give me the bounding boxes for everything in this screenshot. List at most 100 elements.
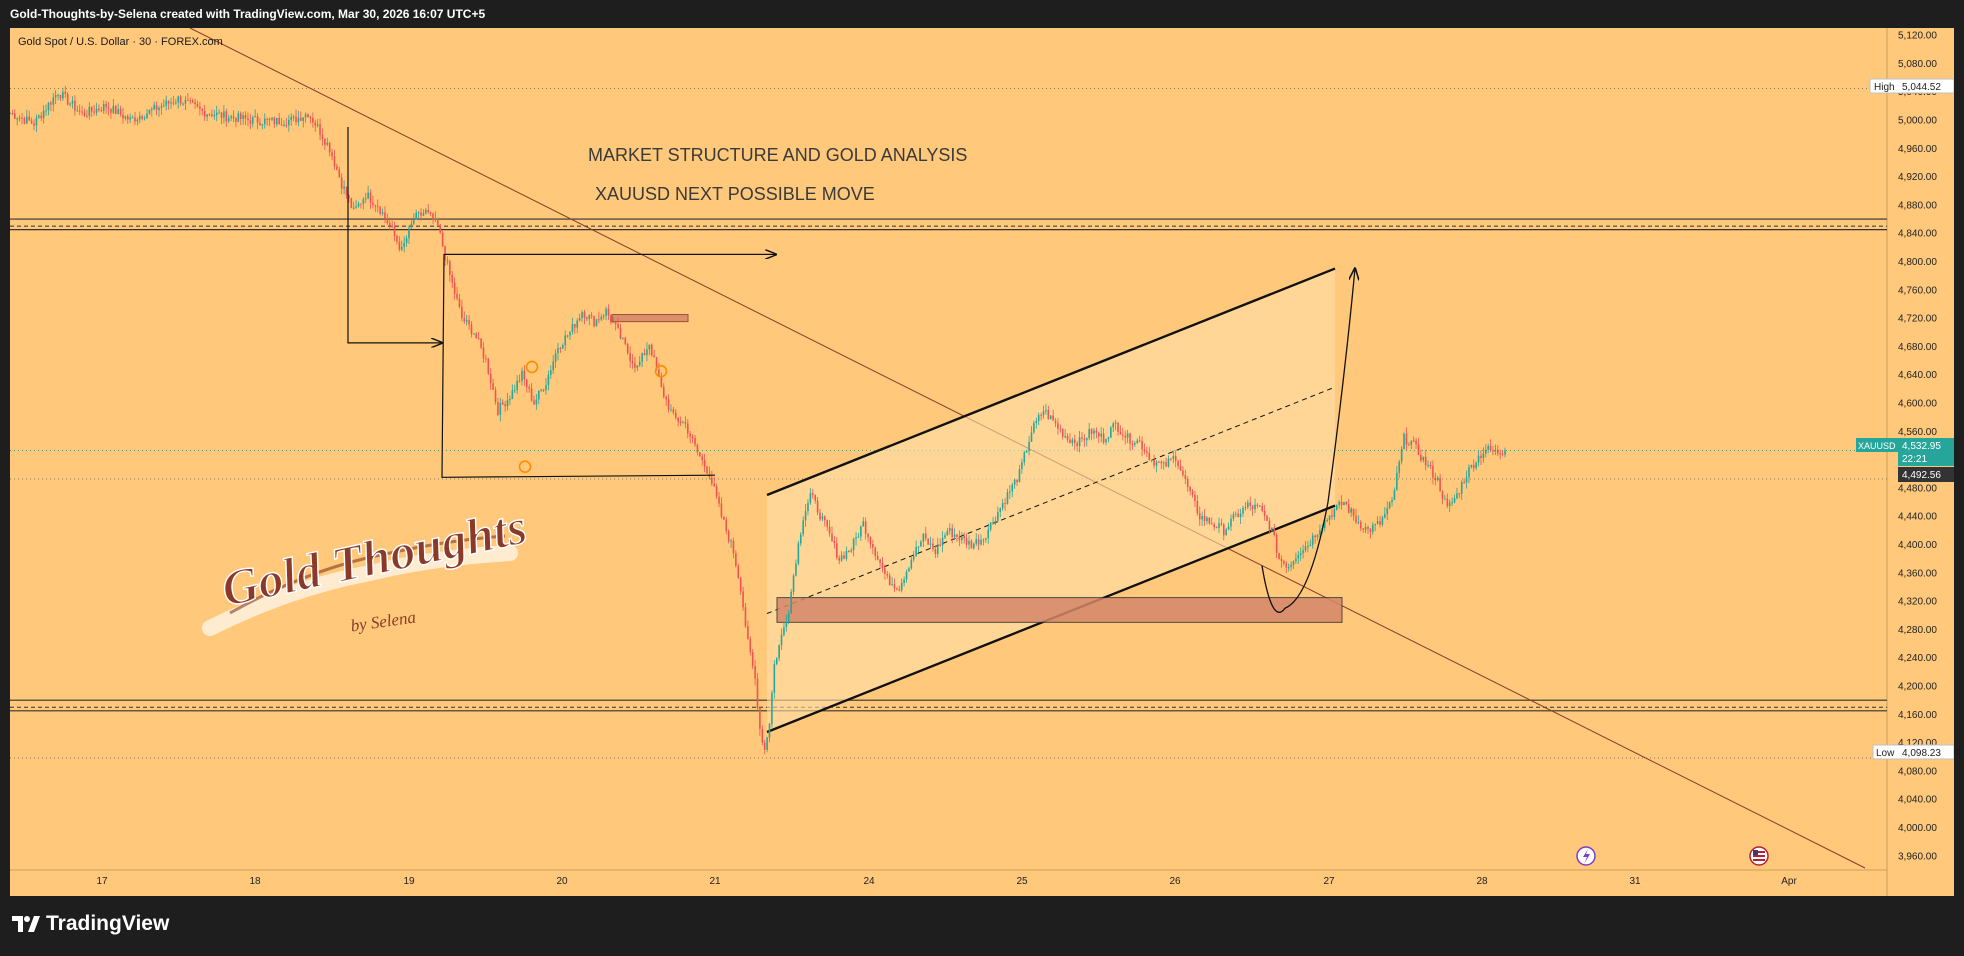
price-chart[interactable]: Gold Spot / U.S. Dollar · 30 · FOREX.com… <box>10 28 1954 896</box>
candle-body <box>634 363 636 368</box>
candle-body <box>1018 469 1021 483</box>
tradingview-logo-icon <box>12 916 40 932</box>
time-tick-label: 25 <box>1016 876 1028 887</box>
candle-body <box>1451 502 1453 504</box>
candle-body <box>1359 522 1362 529</box>
candle-body <box>874 547 877 556</box>
candle-body <box>1009 491 1011 493</box>
candle-body <box>804 511 807 521</box>
candle-body <box>482 347 485 359</box>
candle-body <box>735 553 737 566</box>
candle-body <box>1179 466 1182 471</box>
candle-body <box>1472 465 1475 469</box>
analysis-title[interactable]: MARKET STRUCTURE AND GOLD ANALYSIS <box>588 145 967 165</box>
candle-body <box>881 562 884 569</box>
candle-body <box>170 102 172 104</box>
candle-body <box>1268 520 1271 531</box>
candle-body <box>189 100 192 102</box>
candle-body <box>725 519 728 531</box>
low-label: Low 4,098.23 <box>1872 744 1954 760</box>
us-flag-event-icon[interactable] <box>1749 846 1769 866</box>
candle-body <box>1463 482 1465 484</box>
candle-body <box>1057 423 1059 429</box>
candle-body <box>999 508 1002 513</box>
candle-body <box>1122 434 1124 436</box>
candle-body <box>1073 439 1076 444</box>
candle-body <box>1396 472 1398 491</box>
candle-body <box>1484 449 1487 454</box>
analysis-subtitle[interactable]: XAUUSD NEXT POSSIBLE MOVE <box>595 184 875 204</box>
candle-body <box>912 556 915 560</box>
candle-body <box>102 103 105 111</box>
candle-body <box>1314 535 1316 538</box>
price-tick-label: 4,600.00 <box>1898 399 1937 410</box>
candle-body <box>321 134 324 139</box>
candle-body <box>547 374 550 386</box>
candle-body <box>1427 465 1429 467</box>
candle-body <box>525 379 528 388</box>
candle-body <box>367 192 369 199</box>
candle-body <box>778 645 780 659</box>
candle-body <box>985 538 987 540</box>
candle-body <box>1049 415 1052 420</box>
lightning-event-icon[interactable] <box>1576 846 1596 866</box>
candle-body <box>927 538 929 545</box>
price-tick-label: 4,680.00 <box>1898 342 1937 353</box>
candle-body <box>1001 502 1004 509</box>
candle-body <box>605 308 607 316</box>
candle-body <box>862 521 865 527</box>
candle-body <box>533 400 535 405</box>
chart-area[interactable]: Gold Spot / U.S. Dollar · 30 · FOREX.com… <box>10 28 1954 896</box>
candle-body <box>636 365 639 368</box>
price-tick-label: 5,080.00 <box>1898 59 1937 70</box>
candle-body <box>814 495 816 501</box>
candle-body <box>297 117 300 123</box>
candle-body <box>1458 493 1461 495</box>
candle-body <box>624 337 627 345</box>
candle-body <box>641 353 643 362</box>
candle-body <box>554 353 557 362</box>
candle-body <box>562 345 564 349</box>
candle-body <box>263 118 266 125</box>
candle-body <box>1492 450 1494 452</box>
candle-body <box>934 549 937 555</box>
time-tick-label: Apr <box>1781 876 1797 887</box>
candle-body <box>574 324 576 328</box>
candle-body <box>350 198 353 208</box>
candle-body <box>163 105 165 107</box>
candle-body <box>1398 461 1401 473</box>
tradingview-logo[interactable]: TradingView <box>12 912 169 936</box>
candle-body <box>761 728 764 743</box>
price-tick-label: 4,320.00 <box>1898 597 1937 608</box>
candle-body <box>1237 513 1240 517</box>
candle-body <box>1504 450 1506 455</box>
time-tick-label: 17 <box>96 876 108 887</box>
price-tick-label: 4,560.00 <box>1898 427 1937 438</box>
candle-body <box>348 195 350 199</box>
candle-body <box>1021 462 1023 470</box>
candle-body <box>336 166 338 170</box>
candle-body <box>374 204 377 206</box>
candles <box>10 85 1506 755</box>
candle-body <box>417 212 420 214</box>
candle-body <box>203 110 206 117</box>
candle-body <box>1448 502 1451 507</box>
price-tick-label: 4,280.00 <box>1898 625 1937 636</box>
time-tick-label: 18 <box>249 876 261 887</box>
candle-body <box>588 315 591 319</box>
candle-body <box>1251 505 1254 510</box>
candle-body <box>408 227 410 239</box>
candle-body <box>1194 494 1196 501</box>
candle-body <box>114 105 117 115</box>
candle-body <box>403 242 405 247</box>
candle-body <box>946 530 949 536</box>
candle-body <box>304 114 307 118</box>
candle-body <box>1066 436 1069 440</box>
time-scale[interactable]: 17 18 19 20 21 24 25 26 27 28 31 Apr <box>96 876 1797 887</box>
price-tick-label: 4,080.00 <box>1898 766 1937 777</box>
price-tick-label: 5,000.00 <box>1898 115 1937 126</box>
candle-body <box>723 516 725 520</box>
candle-body <box>893 584 896 589</box>
candle-body <box>1499 453 1501 455</box>
candle-body <box>1475 462 1477 469</box>
